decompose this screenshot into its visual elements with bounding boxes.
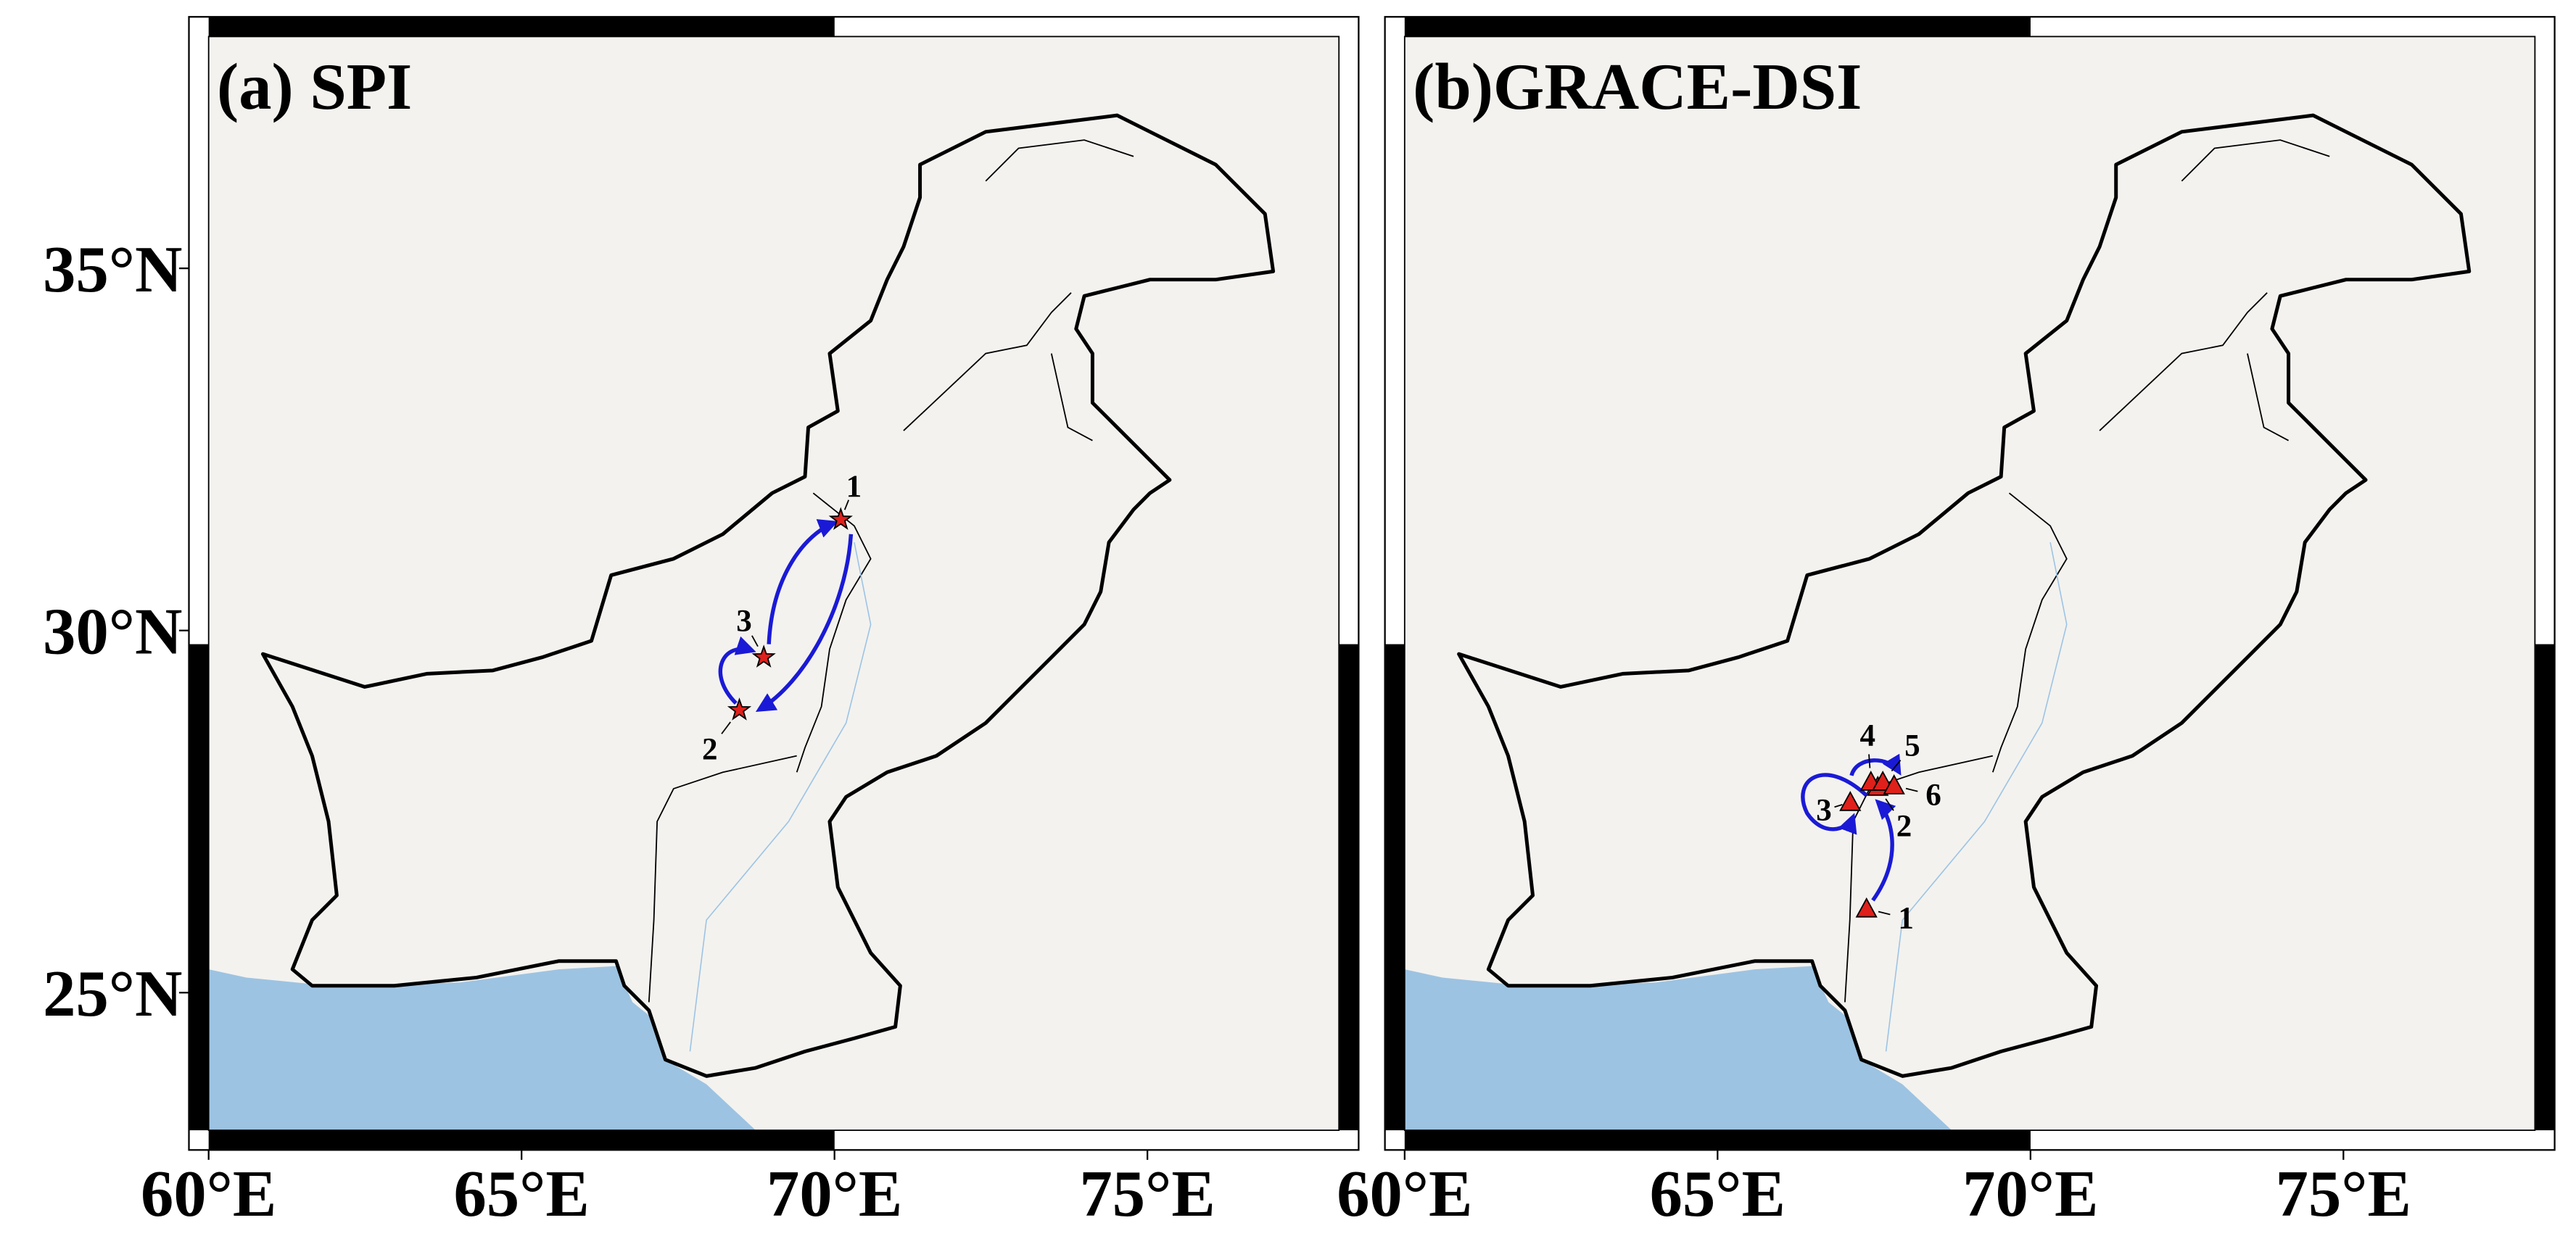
y-tick-label: 35°N	[43, 233, 182, 306]
station-marker	[1872, 771, 1894, 791]
label-leader	[1868, 754, 1871, 768]
label-leader	[843, 499, 850, 510]
panel-title: (a) SPI	[217, 50, 412, 123]
panel-title: (b)GRACE-DSI	[1413, 50, 1862, 123]
x-tick-label: 75°E	[1080, 1157, 1215, 1230]
map	[209, 36, 1339, 1130]
x-tick-label: 75°E	[2276, 1157, 2411, 1230]
station-marker	[727, 697, 752, 721]
y-tick-label: 30°N	[43, 594, 182, 668]
station-label: 2	[702, 733, 718, 767]
y-tick-label: 25°N	[43, 957, 182, 1030]
label-leader	[1834, 804, 1843, 808]
x-tick-label: 65°E	[454, 1157, 590, 1230]
x-tick-label: 60°E	[1337, 1157, 1472, 1230]
arrow	[1801, 773, 1868, 835]
arrow	[755, 534, 854, 713]
label-leader	[1891, 760, 1902, 772]
x-tick-label: 70°E	[767, 1157, 902, 1230]
label-leader	[751, 635, 759, 647]
label-leader	[1905, 787, 1918, 792]
station-marker	[1855, 897, 1878, 918]
arrow	[1871, 799, 1896, 902]
x-tick-label: 65°E	[1650, 1157, 1786, 1230]
label-leader	[1878, 911, 1891, 916]
station-label: 1	[846, 470, 862, 504]
arrow	[1849, 753, 1902, 776]
panel-a	[188, 16, 1360, 1151]
station-label: 2	[1896, 809, 1912, 843]
panel-b	[1384, 16, 2556, 1151]
station-marker	[828, 507, 853, 530]
station-label: 1	[1898, 902, 1914, 936]
arrow	[718, 636, 756, 705]
station-marker	[751, 644, 776, 668]
station-marker	[1839, 791, 1862, 811]
label-leader	[1885, 798, 1894, 811]
x-tick-label: 60°E	[141, 1157, 276, 1230]
map	[1405, 36, 2535, 1130]
station-label: 6	[1925, 779, 1941, 813]
arrow	[767, 519, 838, 644]
station-marker	[1883, 774, 1905, 795]
station-label: 5	[1904, 729, 1920, 763]
label-leader	[721, 721, 731, 734]
station-label: 4	[1859, 719, 1875, 753]
station-label: 3	[1816, 793, 1832, 827]
x-tick-label: 70°E	[1962, 1157, 2098, 1230]
station-label: 3	[736, 604, 752, 638]
